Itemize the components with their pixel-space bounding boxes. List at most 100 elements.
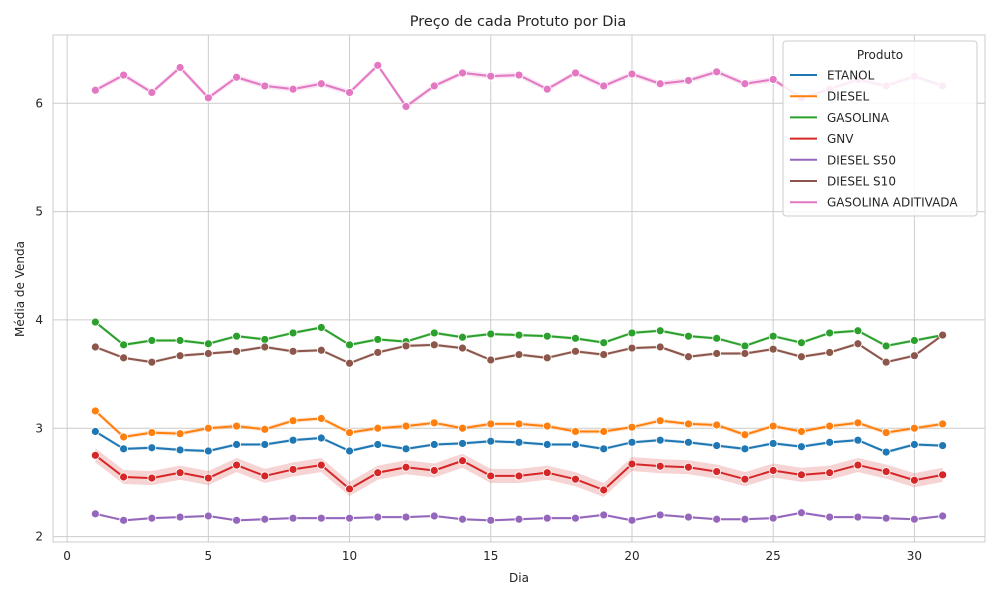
data-point [655,435,665,445]
data-point [458,332,467,342]
legend-entry: GASOLINA [827,111,890,125]
data-point [571,68,580,78]
data-point [797,352,806,362]
data-point [373,440,383,449]
data-point [712,420,722,430]
data-point [232,346,241,356]
data-point [825,468,835,478]
data-point [175,336,185,345]
data-point [599,350,609,359]
data-point [514,437,524,447]
data-point [909,475,919,485]
data-point [514,419,524,429]
data-point [203,349,213,358]
data-point [429,440,439,449]
data-point [316,460,326,470]
data-point [316,345,326,355]
data-point [316,513,326,523]
data-point [740,430,750,440]
data-point [768,466,778,475]
data-point [514,330,524,340]
data-point [373,348,383,357]
data-point [316,414,326,423]
data-point [655,79,665,89]
data-point [175,445,185,455]
data-point [627,459,637,469]
data-point [599,510,609,520]
data-point [881,513,891,523]
data-point [655,510,665,520]
data-point [203,339,213,349]
data-point [373,468,383,478]
x-tick-label: 10 [342,549,357,563]
data-point [203,93,213,103]
data-point [90,342,100,352]
data-point [909,514,919,524]
data-point [232,331,241,341]
data-point [373,512,383,522]
data-point [571,513,580,523]
data-point [542,331,552,341]
data-point [119,444,129,454]
data-point [429,466,439,475]
data-point [345,446,354,456]
data-point [881,447,891,457]
data-point [260,424,270,434]
data-point [712,514,722,524]
data-point [740,341,750,351]
data-point [260,514,270,524]
data-point [429,81,439,91]
data-point [486,515,496,525]
data-point [429,418,439,428]
x-tick-label: 15 [483,549,498,563]
data-point [655,461,665,471]
plot-frame [52,34,986,543]
data-point [345,340,354,350]
data-point [712,349,722,358]
data-point [147,357,157,367]
x-tick-label: 0 [63,549,71,563]
data-point [627,515,637,525]
data-point [825,348,835,357]
legend-entry: DIESEL [827,90,870,104]
y-tick-label: 2 [35,530,43,544]
series-layer [90,60,948,525]
chart-title: Preço de cada Protuto por Dia [410,14,627,30]
data-point [627,422,637,432]
y-tick-label: 4 [35,313,43,327]
data-point [909,440,919,449]
data-point [684,462,693,472]
data-point [542,353,552,363]
data-point [119,472,129,482]
data-point [853,339,863,349]
data-point [825,512,835,522]
data-point [627,343,637,353]
data-point [288,513,298,523]
data-point [232,460,241,470]
data-point [514,514,524,524]
data-point [232,515,241,525]
data-point [119,515,129,525]
data-point [486,329,496,339]
legend-entry: DIESEL S50 [827,153,896,167]
data-point [938,441,948,450]
data-point [853,512,863,522]
data-point [768,331,778,341]
data-point [825,421,835,431]
tick-labels: 0 5 10 15 20 25 30 2 3 4 5 6 [35,96,922,563]
data-point [147,88,157,97]
data-point [881,357,891,367]
data-point [429,511,439,521]
data-point [90,427,100,436]
data-point [853,326,863,336]
data-point [797,442,806,452]
data-point [90,317,100,327]
data-point [797,508,806,518]
data-point [514,70,524,80]
data-point [345,358,354,368]
data-point [429,328,439,338]
data-point [712,467,722,476]
data-point [175,351,185,361]
data-point [90,450,100,460]
data-point [684,419,693,429]
